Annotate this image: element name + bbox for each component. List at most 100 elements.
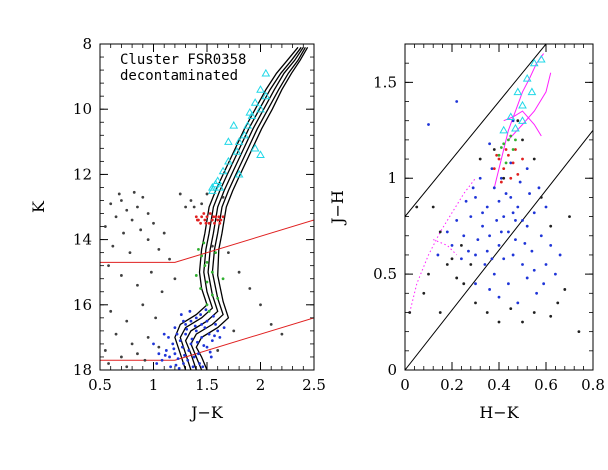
cmd-cyan-giants-triangles-point-18 xyxy=(207,186,217,194)
cmd-black-field-stars-point-44 xyxy=(227,251,230,255)
cmd-cyan-giants-triangles-point-16 xyxy=(256,104,265,113)
cmd-black-field-stars-point-20 xyxy=(160,290,164,294)
cmd-y-tick-label-1: 10 xyxy=(73,100,92,118)
cmd-red-clump-point-3 xyxy=(203,218,207,222)
cmd-black-field-stars-point-48 xyxy=(269,322,273,326)
cc-red-stars-point-3 xyxy=(507,153,510,157)
cc-red-stars-point-9 xyxy=(504,148,508,151)
cc-black-stars-point-23 xyxy=(502,176,506,180)
cc-x-axis-title: H−K xyxy=(479,403,519,422)
cc-blue-stars-point-49 xyxy=(523,242,527,245)
cmd-green-rgb-point-9 xyxy=(216,296,220,300)
cc-red-stars-point-6 xyxy=(499,180,503,184)
cc-cyan-giants-triangles-point-3 xyxy=(518,100,527,109)
cmd-cmd-filter-line-0 xyxy=(100,219,314,263)
cc-blue-stars-point-24 xyxy=(539,234,543,238)
cmd-x-tick-label-4: 2.5 xyxy=(302,376,326,394)
cc-black-stars-point-10 xyxy=(549,314,553,318)
cmd-blue-main-sequence-point-54 xyxy=(193,324,197,328)
cmd-blue-main-sequence-point-42 xyxy=(179,313,183,316)
cc-blue-stars-point-35 xyxy=(460,257,463,261)
cc-blue-stars-point-44 xyxy=(476,238,480,242)
cmd-black-field-stars-point-15 xyxy=(157,247,161,251)
cmd-blue-main-sequence-point-38 xyxy=(209,355,213,359)
cmd-blue-main-sequence-point-14 xyxy=(210,339,214,343)
cc-black-stars-point-16 xyxy=(427,272,430,276)
cc-reference-lines-line-0 xyxy=(405,44,547,217)
cmd-black-field-stars-point-10 xyxy=(139,228,143,232)
cc-blue-stars-point-10 xyxy=(497,243,501,247)
cmd-x-tick-label-0: 0.5 xyxy=(88,376,112,394)
cc-blue-stars-point-6 xyxy=(516,205,520,209)
cc-black-stars-point-8 xyxy=(521,320,524,324)
cc-blue-stars-point-25 xyxy=(478,176,482,180)
cmd-cyan-giants-triangles-point-12 xyxy=(250,143,260,152)
cc-black-stars-point-2 xyxy=(445,263,449,266)
cmd-black-field-stars-point-14 xyxy=(146,238,150,242)
cmd-black-field-stars-point-50 xyxy=(216,349,220,352)
cmd-black-field-stars-point-52 xyxy=(221,195,225,199)
cc-black-stars-point-26 xyxy=(539,196,543,199)
cc-blue-stars-point-38 xyxy=(525,276,529,280)
cmd-black-field-stars-point-23 xyxy=(141,303,145,307)
cc-blue-stars-point-19 xyxy=(492,272,496,276)
cmd-blue-main-sequence-point-58 xyxy=(204,308,208,312)
cmd-blue-main-sequence-point-23 xyxy=(194,316,198,320)
cc-ticks: 0 0.2 0.4 0.6 0.8 0 0.5 1 1.5 xyxy=(373,43,605,394)
cmd-red-clump-point-10 xyxy=(221,215,225,219)
cmd-red-clump-point-2 xyxy=(200,215,204,219)
cc-black-stars-point-12 xyxy=(563,288,567,291)
cmd-red-clump-point-15 xyxy=(217,215,221,219)
cmd-blue-main-sequence-point-34 xyxy=(205,319,209,323)
cmd-cyan-giants-triangles-point-0 xyxy=(261,68,271,77)
cc-blue-stars-point-50 xyxy=(467,249,470,253)
cc-blue-stars-point-33 xyxy=(455,219,459,222)
cmd-blue-main-sequence-point-47 xyxy=(183,353,186,357)
cc-black-stars-point-22 xyxy=(516,119,520,123)
cmd-black-field-stars-point-42 xyxy=(205,192,209,196)
cc-green-stars-point-7 xyxy=(514,138,517,142)
cc-black-stars-point-17 xyxy=(422,291,426,295)
cmd-ticks: 0.5 1 1.5 2 2.5 8 10 12 14 16 18 xyxy=(73,35,326,394)
cmd-blue-main-sequence-point-20 xyxy=(162,332,166,336)
cmd-black-field-stars-point-12 xyxy=(111,244,115,248)
cmd-green-rgb-point-13 xyxy=(221,277,225,281)
cmd-blue-main-sequence-point-48 xyxy=(172,347,176,351)
cc-blue-stars-point-28 xyxy=(509,161,513,165)
cmd-cyan-giants-triangles-point-20 xyxy=(261,91,271,100)
cmd-black-field-stars-point-2 xyxy=(120,199,123,202)
cc-red-stars-point-2 xyxy=(502,167,506,171)
cc-blue-stars-point-20 xyxy=(502,257,506,261)
color-color-panel: 0 0.2 0.4 0.6 0.8 0 0.5 1 1.5 H−K J−H xyxy=(328,43,605,422)
cmd-cyan-giants-triangles-point-5 xyxy=(240,130,249,139)
cc-cyan-giants-triangles-point-1 xyxy=(522,74,532,82)
cmd-cyan-giants-triangles-point-21 xyxy=(234,169,244,178)
cc-x-tick-label-2: 0.4 xyxy=(487,376,511,394)
cmd-cyan-giants-triangles-point-17 xyxy=(224,137,233,145)
cmd-blue-main-sequence-point-32 xyxy=(173,326,177,330)
cmd-green-rgb-point-5 xyxy=(194,274,198,277)
cmd-y-tick-label-5: 18 xyxy=(73,361,92,379)
cc-y-tick-label-0: 0 xyxy=(387,361,397,379)
cc-green-stars-point-4 xyxy=(504,161,508,165)
cc-blue-stars-point-5 xyxy=(509,196,513,199)
cc-reference-lines-line-1 xyxy=(405,129,593,370)
cmd-blue-main-sequence-point-44 xyxy=(167,336,170,339)
cc-green-stars-point-3 xyxy=(511,148,515,151)
cmd-cyan-giants-triangles-point-19 xyxy=(211,179,220,188)
cc-black-stars-point-9 xyxy=(532,311,536,314)
cmd-green-rgb-point-6 xyxy=(205,280,209,284)
cmd-black-field-stars-point-6 xyxy=(141,195,145,199)
cmd-blue-main-sequence-point-59 xyxy=(212,314,215,318)
cc-blue-stars-point-34 xyxy=(450,243,454,247)
cmd-x-tick-label-2: 1.5 xyxy=(195,376,219,394)
cc-black-stars-point-29 xyxy=(577,330,581,334)
cmd-red-clump-point-0 xyxy=(194,215,198,219)
cmd-blue-main-sequence-point-37 xyxy=(222,326,226,330)
cc-blue-stars-point-59 xyxy=(537,186,541,190)
cmd-blue-main-sequence-point-15 xyxy=(216,329,220,333)
cmd-black-field-stars-point-18 xyxy=(136,283,139,287)
cc-cyan-giants-triangles-point-5 xyxy=(511,123,520,132)
cmd-blue-main-sequence-point-17 xyxy=(171,342,175,346)
